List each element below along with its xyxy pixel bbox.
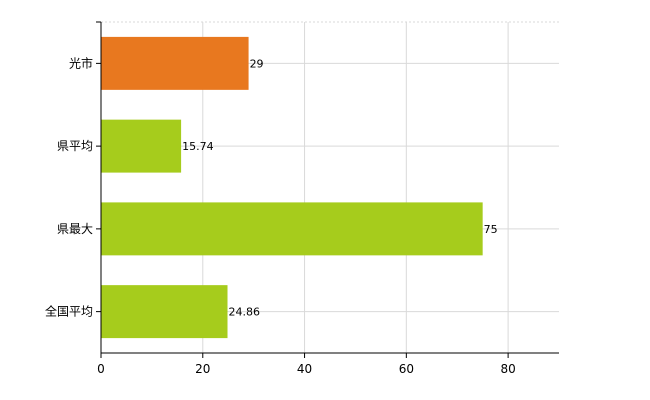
bar-3: [101, 285, 228, 339]
bar-layer: [101, 36, 483, 339]
category-label-3: 全国平均: [45, 304, 93, 319]
data-label-1: 15.74: [182, 140, 214, 153]
bar-0: [101, 36, 249, 90]
x-tick-label-20: 20: [195, 362, 210, 376]
data-label-2: 75: [484, 223, 498, 236]
category-label-0: 光市: [69, 55, 93, 70]
data-label-0: 29: [250, 57, 264, 70]
x-tick-label-60: 60: [399, 362, 414, 376]
x-tick-label-40: 40: [297, 362, 312, 376]
x-tick-label-0: 0: [97, 362, 105, 376]
category-label-1: 県平均: [57, 139, 93, 153]
category-label-2: 県最大: [57, 222, 93, 236]
bar-2: [101, 202, 483, 256]
bar-1: [101, 119, 182, 173]
data-label-3: 24.86: [229, 306, 260, 319]
axis-layer: [96, 21, 559, 358]
x-tick-label-80: 80: [500, 362, 515, 376]
